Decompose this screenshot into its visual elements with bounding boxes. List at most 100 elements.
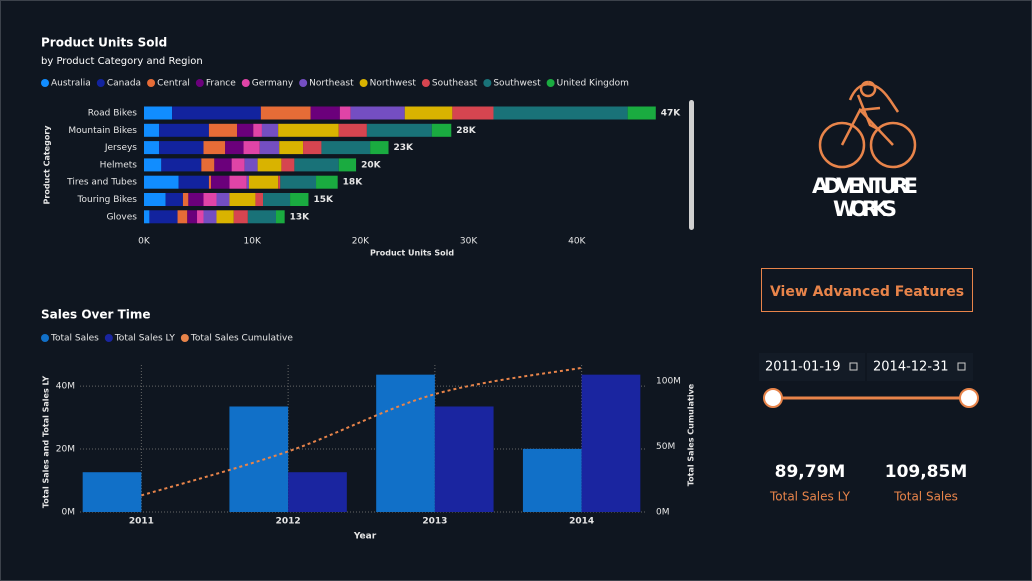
legend-label: Total Sales Cumulative [190,334,294,344]
bar-segment [216,210,234,224]
y2-tick-label: 50M [656,442,675,452]
bar-segment [339,106,351,120]
bar-segment [404,106,453,120]
legend-label: France [206,79,236,89]
legend-marker [41,334,49,342]
logo [818,80,917,169]
legend-label: Germany [252,79,294,89]
bar-segment [259,141,280,155]
bar-segment [144,193,166,206]
bar-segment [370,141,389,155]
bar-segment [246,175,249,189]
date-end[interactable]: 2014-12-31 [873,360,949,375]
date-start[interactable]: 2011-01-19 [765,360,841,375]
bar-segment [260,106,311,120]
legend-marker [195,79,204,87]
y-tick-label: 20M [56,445,75,455]
legend-marker [147,79,156,87]
legend-label: Northeast [309,79,354,89]
x-tick-label: 40K [568,237,586,247]
total-label: 15K [313,195,334,205]
bar-segment [366,123,432,137]
bar-segment [290,193,309,206]
bar-segment [214,158,232,172]
bar-segment [452,106,494,120]
legend-label: Southeast [432,79,478,89]
kpi-value: 89,79M [775,462,846,482]
logo-text: WORKS [833,197,897,221]
chart-title: Sales Over Time [41,308,151,322]
bar-segment [276,210,285,224]
bar-segment [177,210,188,224]
button[interactable] [761,268,973,312]
slider-handle[interactable] [959,388,979,408]
x-axis-title: Year [353,532,377,542]
bar-segment [165,193,183,206]
bar-segment [627,106,656,120]
bar-segment [255,193,264,206]
bar-segment [203,210,217,224]
y-tick-label: Helmets [100,160,138,170]
bar-segment [244,158,258,172]
bar-segment [178,175,209,189]
scrollbar[interactable] [689,100,694,230]
y-tick-label: Road Bikes [88,109,138,119]
line [141,366,582,497]
total-label: 18K [343,178,364,188]
y2-tick-label: 100M [656,376,681,386]
x-tick-label: 2011 [129,517,154,527]
bar-segment [237,123,254,137]
legend-marker [359,79,368,87]
bar-segment [253,123,262,137]
bar-segment [257,158,282,172]
calendar-icon[interactable] [849,362,858,371]
bar-segment [144,123,160,137]
slider-handle[interactable] [763,388,783,408]
bar-segment [159,123,209,137]
bar-segment [310,106,340,120]
y-tick-label: Jerseys [104,143,137,153]
x-tick-label: 2014 [569,517,594,527]
total-label: 20K [361,160,382,170]
bar-segment [149,210,178,224]
x-tick-label: 30K [460,237,478,247]
bar-segment [161,158,202,172]
bar-segment [144,210,150,224]
bar-segment [263,193,291,206]
bar-segment [279,141,304,155]
bar-segment [216,193,230,206]
date-input[interactable] [867,353,973,381]
bar-segment [243,141,260,155]
bar-segment [431,123,452,137]
legend-marker [104,334,113,342]
logo-text: ADVENTURE [812,174,918,198]
bar-segment [231,158,245,172]
bar-segment [188,193,204,206]
legend-marker [41,79,49,87]
bar-segment [208,123,238,137]
bar [376,374,435,512]
legend-label: Australia [51,79,91,89]
bar-segment [211,175,230,189]
button-label[interactable]: View Advanced Features [770,284,964,300]
bar [434,406,494,512]
bar-segment [229,175,247,189]
y2-axis-title: Total Sales Cumulative [687,383,696,486]
calendar-icon[interactable] [957,362,966,371]
y-tick-label: 40M [56,382,75,392]
bar-segment [229,193,256,206]
date-input[interactable] [759,353,865,381]
legend-label: Central [157,79,190,89]
legend-label: United Kingdom [557,79,629,89]
bar-segment [338,158,357,172]
bar-segment [303,141,322,155]
bar-segment [247,210,277,224]
bar-segment [278,123,339,137]
bar-segment [493,106,628,120]
legend-marker [96,79,105,87]
y2-tick-label: 0M [656,508,670,518]
x-tick-label: 2013 [422,517,447,527]
chart-subtitle: by Product Category and Region [41,56,203,67]
bar-segment [144,106,173,120]
